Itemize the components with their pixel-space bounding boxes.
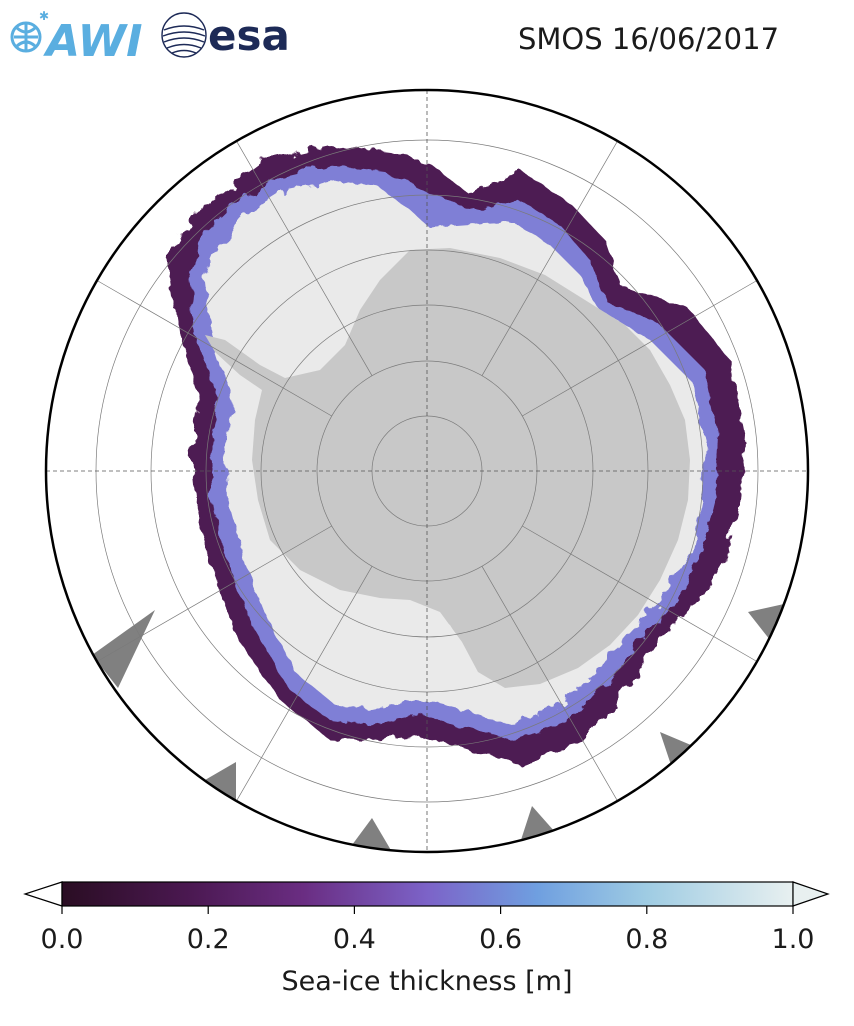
- colorbar-tick-label: 1.0: [771, 924, 815, 955]
- colorbar-tick-label: 0.2: [186, 924, 230, 955]
- meridian-line: [481, 140, 618, 376]
- colorbar-under-extend: [23, 881, 63, 907]
- colorbar-tick-label: 0.8: [625, 924, 669, 955]
- svg-text:✱: ✱: [39, 9, 49, 23]
- colorbar-tick-label: 0.0: [40, 924, 84, 955]
- awi-logo-text: AWI: [43, 16, 143, 62]
- awi-logo: ✱ AWI: [8, 8, 158, 67]
- meridian-line: [96, 280, 332, 417]
- meridian-line: [236, 566, 373, 802]
- colorbar: [23, 881, 830, 914]
- colorbar-gradient: [61, 881, 794, 907]
- meridians: [96, 140, 758, 802]
- colorbar-tick-label: 0.4: [332, 924, 376, 955]
- colorbar-over-extend: [792, 881, 830, 907]
- colorbar-label: Sea-ice thickness [m]: [281, 966, 573, 997]
- esa-logo-text: esa: [208, 11, 290, 60]
- antarctica-land: [205, 248, 690, 688]
- meridian-line: [236, 140, 373, 376]
- weddell-ice: [380, 600, 470, 690]
- meridian-line: [522, 280, 758, 417]
- grey-rim-shapes: [92, 604, 784, 852]
- meridian-line: [96, 525, 332, 662]
- esa-logo: esa: [160, 10, 305, 66]
- meridian-line: [481, 566, 618, 802]
- map-boundary: [44, 88, 810, 854]
- map-title: SMOS 16/06/2017: [518, 22, 780, 56]
- colorbar-tick-label: 0.6: [479, 924, 523, 955]
- meridian-line: [522, 525, 758, 662]
